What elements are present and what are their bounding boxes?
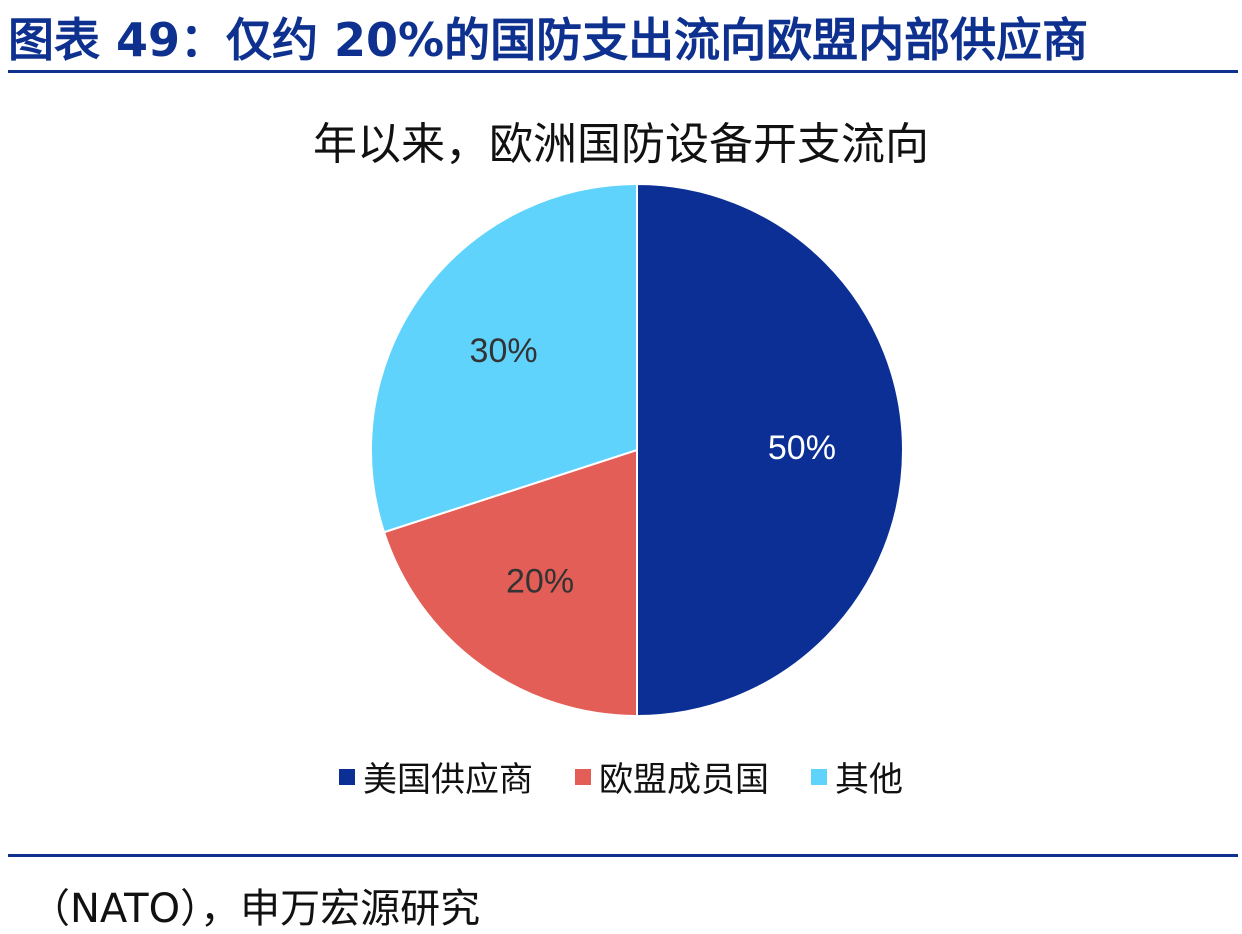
legend-item-us-suppliers: 美国供应商: [339, 752, 533, 801]
figure-title: 图表 49：仅约 20%的国防支出流向欧盟内部供应商: [8, 13, 1089, 67]
legend-swatch: [811, 768, 827, 785]
top-divider: [8, 70, 1238, 73]
bottom-divider: [8, 854, 1238, 857]
source-text: （NATO），申万宏源研究: [30, 886, 481, 932]
pie-data-label-3: 30%: [470, 332, 538, 370]
legend-label: 其他: [835, 760, 903, 800]
chart-title: 年以来，欧洲国防设备开支流向: [313, 119, 929, 170]
legend-swatch: [339, 768, 355, 785]
pie-data-label-1: 50%: [768, 429, 836, 467]
legend-swatch: [575, 768, 591, 785]
legend-item-eu-members: 欧盟成员国: [575, 752, 769, 801]
legend-item-other: 其他: [811, 752, 903, 801]
legend-label: 欧盟成员国: [599, 760, 769, 800]
pie-data-label-2: 20%: [506, 562, 574, 600]
legend-label: 美国供应商: [363, 760, 533, 800]
chart-legend: 美国供应商 欧盟成员国 其他: [0, 752, 1242, 801]
pie-slice-3: [370, 182, 638, 534]
source-note: （NATO），申万宏源研究: [30, 876, 480, 934]
pie-slice-1: [636, 182, 904, 718]
pie-slice-2: [382, 448, 638, 718]
